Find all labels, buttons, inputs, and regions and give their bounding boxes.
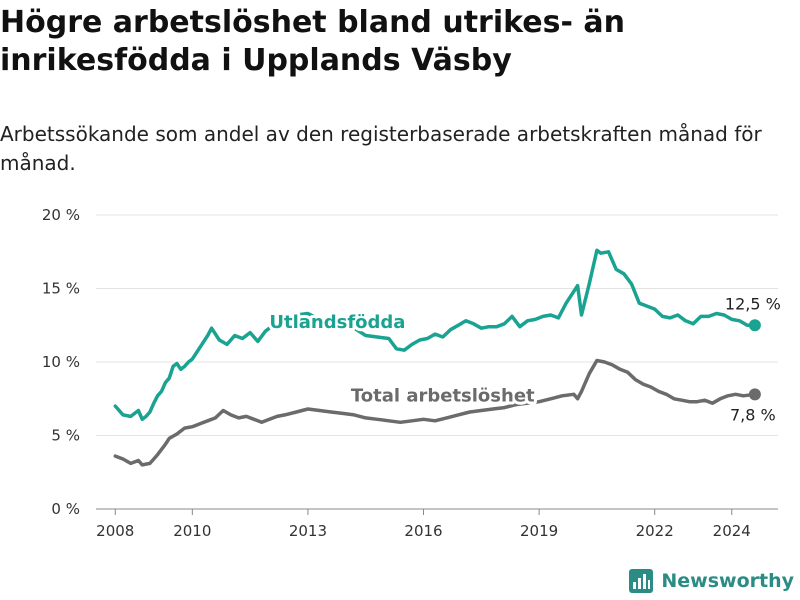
series-end-point-total-arbetslöshet[interactable] bbox=[748, 388, 761, 401]
chart-title: Högre arbetslöshet bland utrikes- än inr… bbox=[0, 5, 625, 78]
y-tick-label: 5 % bbox=[51, 427, 80, 445]
series-layer bbox=[113, 248, 761, 467]
x-tick-label: 2016 bbox=[404, 522, 442, 540]
series-end-label-utlandsfödda: 12,5 % bbox=[725, 294, 781, 313]
series-line-utlandsfödda[interactable] bbox=[113, 248, 757, 422]
y-tick-label: 15 % bbox=[42, 280, 80, 298]
label-layer: Utlandsfödda 12,5 % Total arbetslöshet 7,8 … bbox=[266, 292, 782, 426]
brand-name: Newsworthy bbox=[661, 570, 794, 592]
series-name-label-total-arbetslöshet: Total arbetslöshet bbox=[351, 386, 535, 407]
axis-layer: 0 % 5 % 10 % 15 % 20 % 2008 2010 2013 2016 2019 20… bbox=[42, 206, 751, 540]
newsworthy-logo-icon bbox=[629, 569, 654, 593]
grid-layer bbox=[96, 214, 778, 510]
chart-subtitle: Arbetssökande som andel av den registerb… bbox=[0, 122, 762, 175]
x-tick-label: 2022 bbox=[636, 522, 674, 540]
brand: Newsworthy bbox=[628, 568, 794, 594]
line-chart: 0 % 5 % 10 % 15 % 20 % 2008 2010 2013 2016 2019 20… bbox=[42, 206, 783, 540]
y-tick-label: 0 % bbox=[51, 500, 80, 518]
y-tick-label: 10 % bbox=[42, 353, 80, 371]
x-tick-label: 2024 bbox=[713, 522, 751, 540]
series-end-label-total-arbetslöshet: 7,8 % bbox=[730, 405, 776, 424]
y-tick-label: 20 % bbox=[42, 206, 80, 224]
x-tick-label: 2013 bbox=[289, 522, 327, 540]
series-name-label-utlandsfödda: Utlandsfödda bbox=[269, 312, 405, 333]
x-tick-label: 2008 bbox=[96, 522, 134, 540]
x-tick-label: 2010 bbox=[173, 522, 211, 540]
x-tick-label: 2019 bbox=[520, 522, 558, 540]
series-line-total-arbetslöshet[interactable] bbox=[113, 358, 757, 467]
series-end-point-utlandsfödda[interactable] bbox=[748, 319, 761, 332]
